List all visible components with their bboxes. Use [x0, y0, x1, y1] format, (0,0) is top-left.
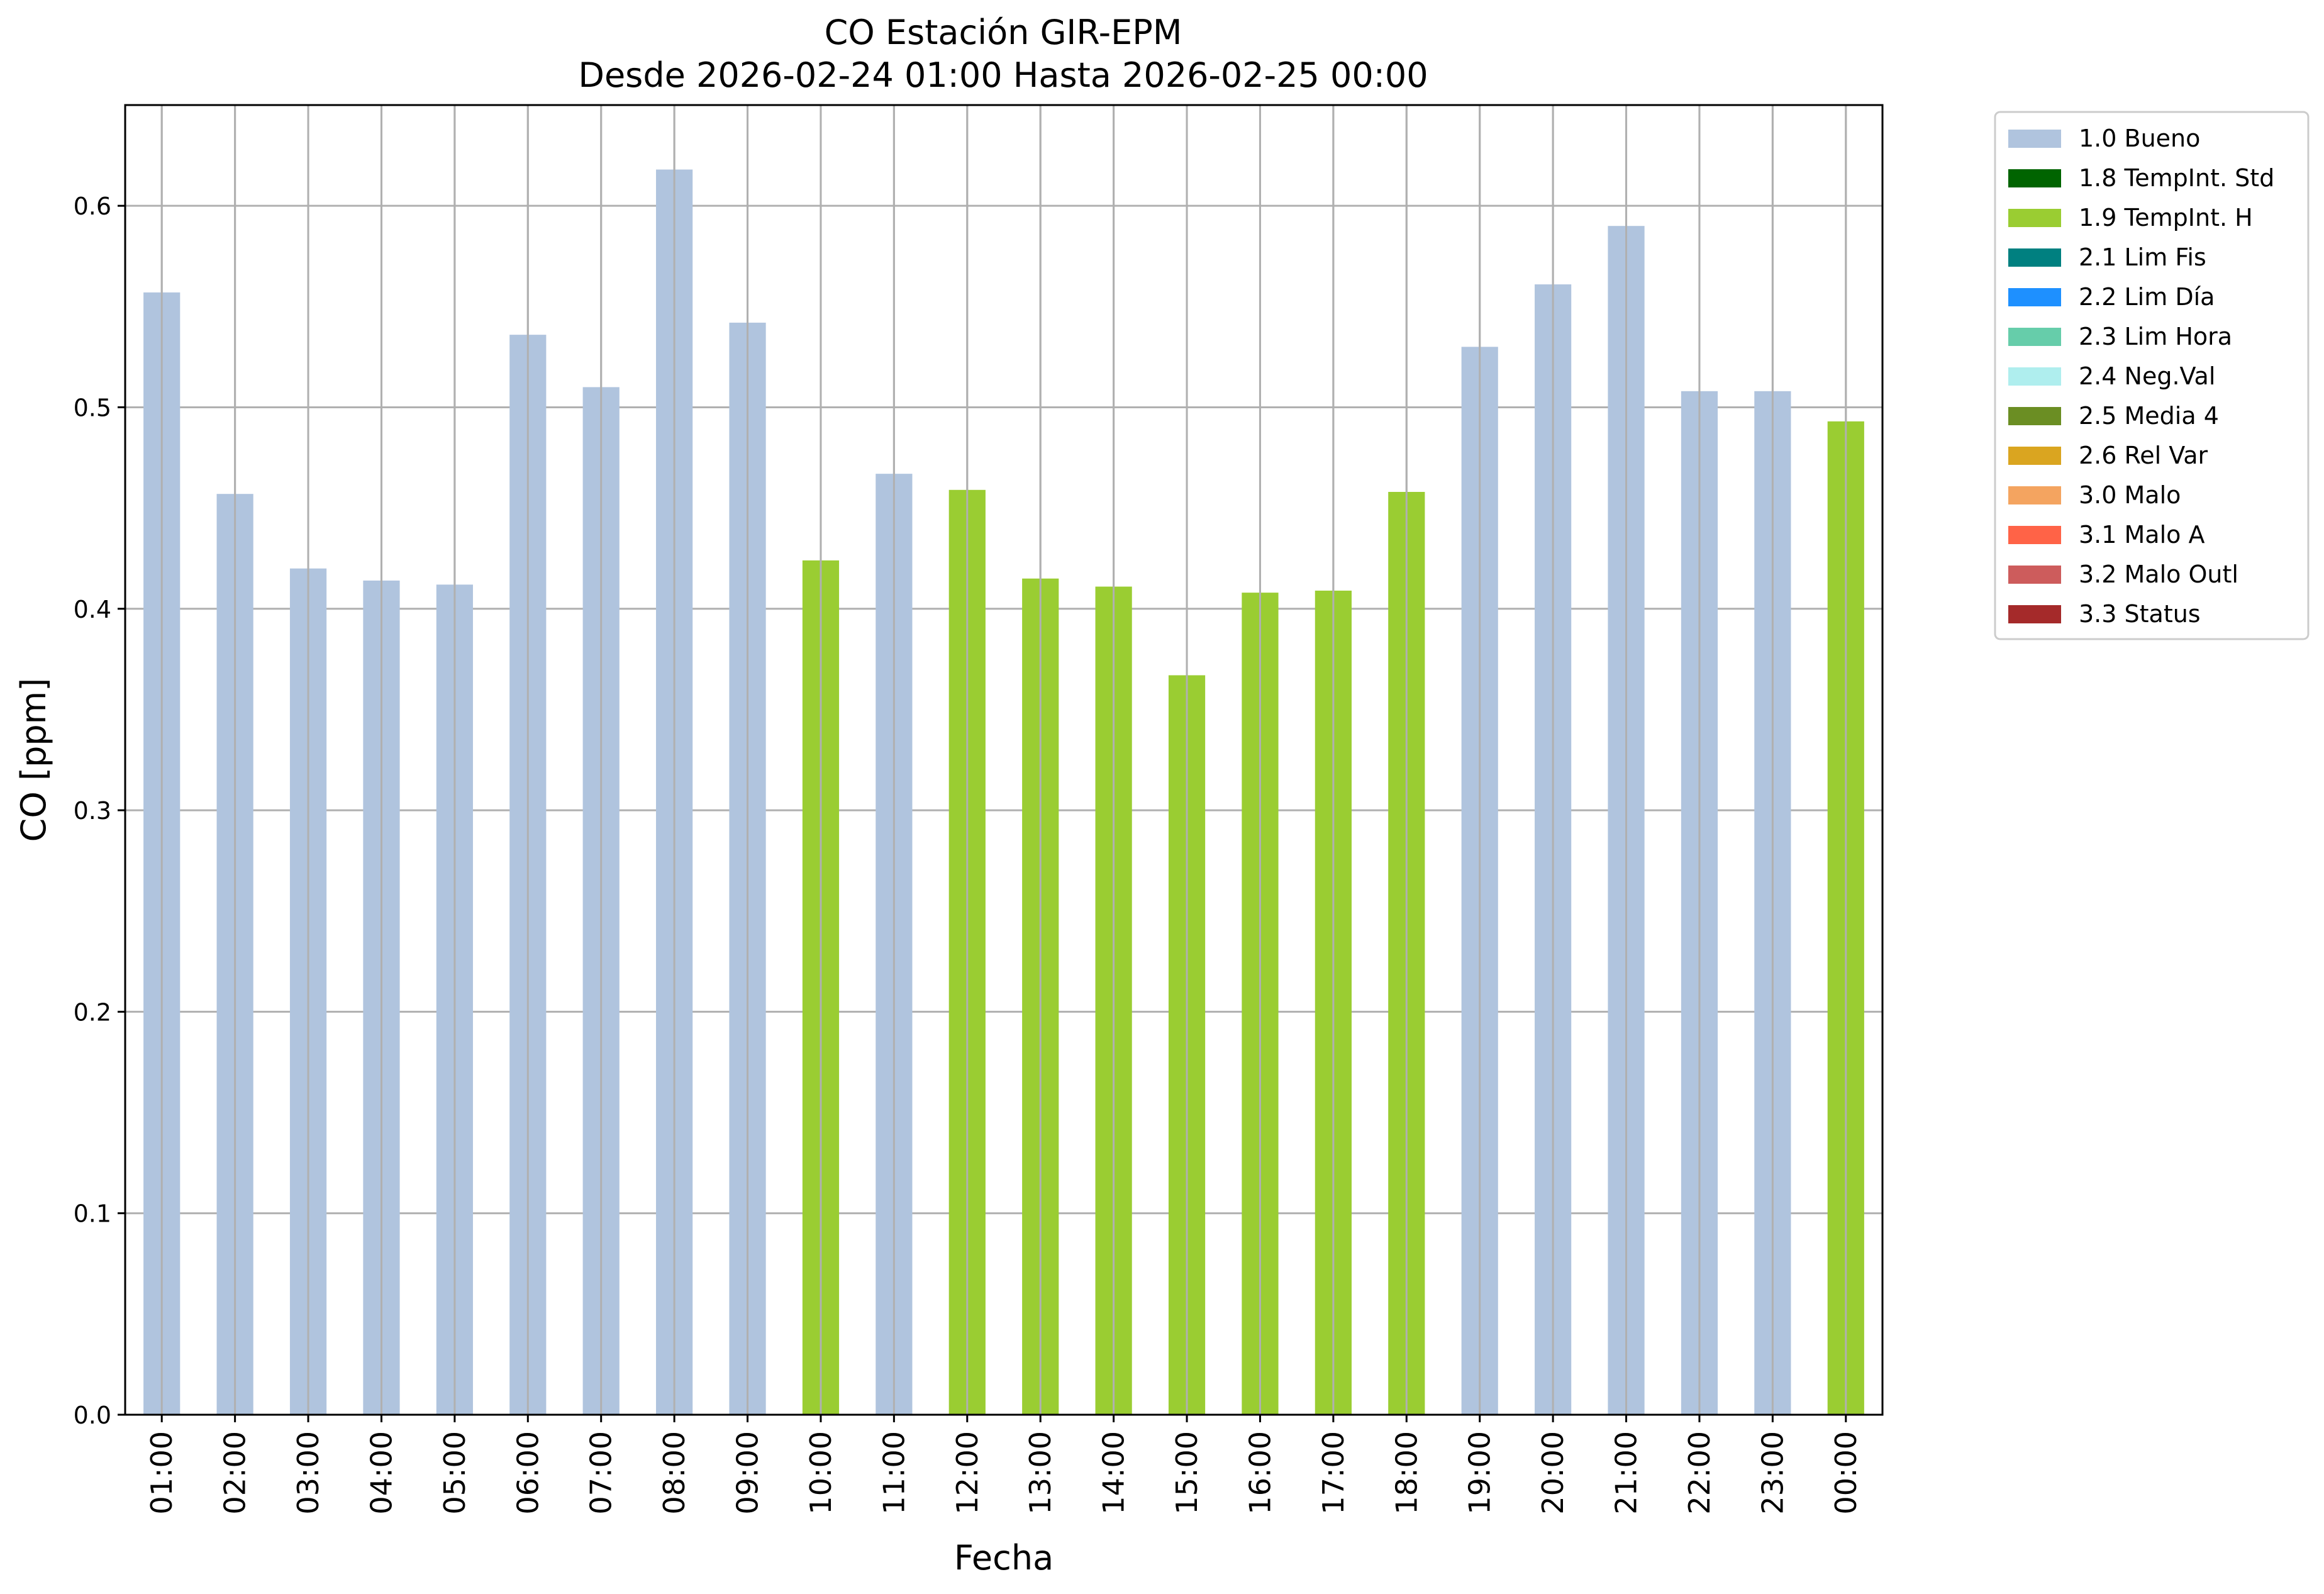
x-tick-label: 07:00 — [584, 1431, 618, 1515]
legend-swatch — [2008, 605, 2061, 623]
legend-swatch — [2008, 566, 2061, 584]
x-tick-label: 12:00 — [950, 1431, 984, 1515]
x-tick-label: 22:00 — [1682, 1431, 1716, 1515]
y-tick-label: 0.2 — [74, 998, 111, 1026]
legend-label: 1.9 TempInt. H — [2079, 204, 2253, 231]
chart-subtitle: Desde 2026-02-24 01:00 Hasta 2026-02-25 … — [578, 55, 1428, 95]
legend-label: 1.8 TempInt. Std — [2079, 164, 2274, 192]
legend-swatch — [2008, 130, 2061, 148]
legend-label: 3.1 Malo A — [2079, 521, 2204, 549]
chart-title: CO Estación GIR-EPM — [825, 13, 1182, 52]
legend-label: 3.2 Malo Outl — [2079, 560, 2238, 588]
x-tick-label: 20:00 — [1536, 1431, 1570, 1515]
x-tick-label: 06:00 — [511, 1431, 545, 1515]
legend-swatch — [2008, 447, 2061, 465]
legend-swatch — [2008, 367, 2061, 386]
x-tick-label: 16:00 — [1243, 1431, 1277, 1515]
legend-label: 2.3 Lim Hora — [2079, 323, 2232, 350]
legend-swatch — [2008, 407, 2061, 425]
legend-label: 2.1 Lim Fis — [2079, 243, 2206, 271]
legend: 1.0 Bueno 1.8 TempInt. Std 1.9 TempInt. H 2… — [1994, 111, 2310, 640]
legend-label: 2.6 Rel Var — [2079, 442, 2208, 469]
x-tick-label: 02:00 — [218, 1431, 252, 1515]
y-tick-label: 0.4 — [74, 596, 111, 623]
x-axis-ticks: 01:00 02:00 03:00 04:00 05:00 06:00 07:00 08:00… — [145, 1415, 1863, 1515]
x-tick-label: 05:00 — [438, 1431, 472, 1515]
x-tick-label: 17:00 — [1316, 1431, 1350, 1515]
legend-label: 2.4 Neg.Val — [2079, 362, 2215, 390]
legend-label: 3.0 Malo — [2079, 481, 2181, 509]
y-tick-label: 0.0 — [74, 1402, 111, 1429]
x-tick-label: 14:00 — [1097, 1431, 1131, 1515]
y-tick-label: 0.1 — [74, 1200, 111, 1228]
legend-swatch — [2008, 248, 2061, 267]
x-tick-label: 03:00 — [291, 1431, 325, 1515]
x-tick-label: 23:00 — [1755, 1431, 1789, 1515]
legend-swatch — [2008, 328, 2061, 346]
x-tick-label: 15:00 — [1170, 1431, 1204, 1515]
legend-label: 2.2 Lim Día — [2079, 283, 2215, 311]
legend-frame — [1994, 111, 2310, 640]
legend-swatch — [2008, 288, 2061, 306]
x-tick-label: 00:00 — [1829, 1431, 1863, 1515]
legend-label: 3.3 Status — [2079, 600, 2201, 628]
x-axis-label: Fecha — [954, 1538, 1054, 1578]
y-tick-label: 0.6 — [74, 192, 111, 220]
x-tick-label: 21:00 — [1610, 1431, 1643, 1515]
legend-swatch — [2008, 526, 2061, 544]
x-tick-label: 19:00 — [1463, 1431, 1497, 1515]
x-tick-label: 13:00 — [1023, 1431, 1057, 1515]
legend-label: 1.0 Bueno — [2079, 125, 2200, 152]
legend-swatch — [2008, 209, 2061, 227]
legend-swatch — [2008, 486, 2061, 504]
y-tick-label: 0.5 — [74, 394, 111, 421]
x-tick-label: 10:00 — [804, 1431, 838, 1515]
plot-frame — [124, 104, 1884, 1416]
x-tick-label: 04:00 — [364, 1431, 398, 1515]
x-tick-label: 18:00 — [1389, 1431, 1423, 1515]
x-tick-label: 01:00 — [145, 1431, 179, 1515]
y-axis-label: CO [ppm] — [14, 678, 53, 842]
x-tick-label: 09:00 — [731, 1431, 765, 1515]
y-tick-label: 0.3 — [74, 797, 111, 825]
y-axis-ticks: 0.0 0.1 0.2 0.3 0.4 0.5 0.6 — [74, 192, 125, 1429]
bars — [143, 105, 1864, 1415]
x-tick-label: 11:00 — [877, 1431, 911, 1515]
x-tick-label: 08:00 — [657, 1431, 691, 1515]
legend-swatch — [2008, 169, 2061, 187]
legend-label: 2.5 Media 4 — [2079, 402, 2219, 430]
